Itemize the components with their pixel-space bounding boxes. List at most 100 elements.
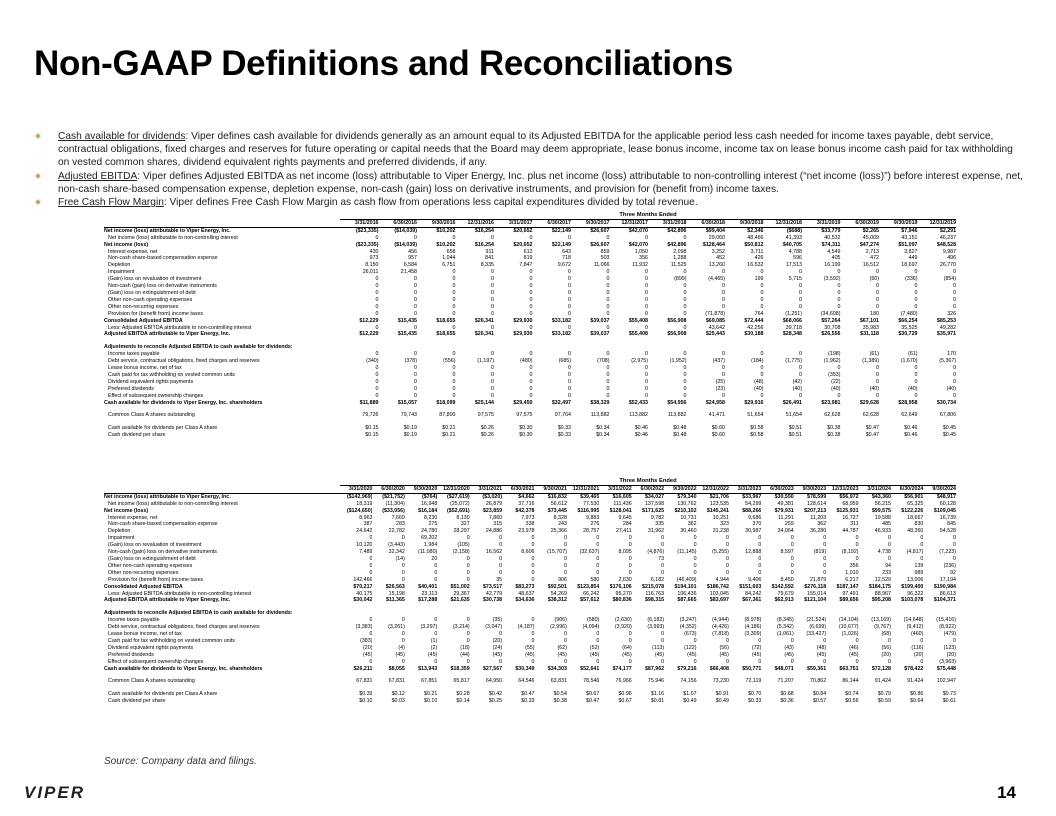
cell: (340) bbox=[366, 358, 379, 365]
cell: 0 bbox=[645, 283, 648, 290]
cell: (4,876) bbox=[647, 549, 665, 556]
cell: $0.51 bbox=[788, 425, 802, 432]
cell: 0 bbox=[369, 631, 373, 638]
cell: (40) bbox=[754, 385, 764, 392]
table-row: Income taxes payable 0 0 0 0 0 0 0 0 0 0 0 0 (198) (61… bbox=[104, 351, 956, 358]
cell: $8,055 bbox=[388, 665, 405, 672]
cell: 3,252 bbox=[711, 248, 725, 255]
cell: 973 bbox=[369, 255, 379, 262]
cell: 0 bbox=[491, 310, 494, 317]
cell: 0 bbox=[953, 378, 957, 385]
table-row: Interest expense, net 430 456 658 911 612 643 8… bbox=[104, 249, 956, 256]
cell: 0 bbox=[914, 289, 918, 296]
cell: 0 bbox=[452, 234, 456, 241]
cell: 0 bbox=[683, 392, 687, 399]
cell: 327 bbox=[460, 521, 470, 528]
cell: 0 bbox=[563, 535, 567, 542]
cell: $11,889 bbox=[359, 399, 379, 406]
cell: $15,435 bbox=[397, 317, 417, 324]
column-header: 6/30/2024 bbox=[890, 485, 924, 494]
cell: 0 bbox=[823, 535, 827, 542]
cell: $0.49 bbox=[715, 698, 729, 705]
cell: $83,273 bbox=[515, 583, 535, 590]
cell: 0 bbox=[375, 365, 379, 372]
cell: 0 bbox=[606, 289, 610, 296]
cell: 0 bbox=[606, 234, 610, 241]
cell: 0 bbox=[953, 392, 957, 399]
cell: 0 bbox=[606, 385, 610, 392]
table-row: Less: Adjusted EBITDA attributable to no… bbox=[104, 591, 956, 598]
cell: (5,367) bbox=[939, 358, 957, 365]
cell: $109,045 bbox=[933, 507, 956, 514]
cell: 0 bbox=[529, 303, 533, 310]
cell: 137,598 bbox=[644, 500, 665, 507]
table-row: Adjusted EBITDA attributable to Viper En… bbox=[104, 597, 956, 604]
row-label: Other non-cash operating expenses bbox=[108, 562, 193, 569]
cell: (854) bbox=[943, 276, 957, 283]
cell: 0 bbox=[876, 365, 879, 372]
cell: $116,995 bbox=[577, 507, 600, 514]
cell: 0 bbox=[466, 631, 470, 638]
row-label: Other non-cash operating expenses bbox=[108, 296, 193, 303]
cell: (18) bbox=[460, 644, 470, 651]
cell: 180 bbox=[870, 310, 879, 317]
cell: 0 bbox=[606, 324, 610, 331]
row-label: Adjusted EBITDA attributable to Viper En… bbox=[104, 597, 231, 604]
cell: ($33,056) bbox=[382, 507, 405, 514]
cell: 0 bbox=[568, 276, 571, 283]
cell: 29,367 bbox=[453, 590, 470, 597]
cell: 370 bbox=[752, 521, 762, 528]
spacer bbox=[104, 478, 340, 485]
cell: $128,041 bbox=[609, 507, 632, 514]
cell: $42,070 bbox=[628, 241, 648, 248]
cell: 48,466 bbox=[747, 234, 764, 241]
row-label: Net income (loss) attributable to Viper … bbox=[104, 227, 231, 234]
row-label: Interest expense, net bbox=[108, 514, 158, 521]
cell: 0 bbox=[645, 324, 648, 331]
cell: 16,739 bbox=[939, 514, 956, 521]
cell: 0 bbox=[606, 392, 610, 399]
cell: 4,788 bbox=[788, 248, 802, 255]
cell: 3,827 bbox=[904, 248, 918, 255]
table-row: Lease bonus income, net of tax 0 0 0 0 0 0 0 0 0 0… bbox=[104, 365, 956, 372]
cell: 0 bbox=[645, 392, 648, 399]
cell: $23,859 bbox=[482, 507, 503, 514]
cell: $0.03 bbox=[391, 698, 405, 705]
row-label: Dividend equivalent rights payments bbox=[108, 644, 194, 651]
cell: 56,215 bbox=[874, 500, 891, 507]
row-label: Cash dividend per share bbox=[108, 698, 166, 705]
cell: (5,342) bbox=[776, 624, 794, 631]
cell: 819 bbox=[523, 255, 533, 262]
cell: 0 bbox=[683, 385, 687, 392]
cell: 311 bbox=[850, 521, 859, 528]
cell: 54,528 bbox=[939, 528, 956, 535]
cell: $40,705 bbox=[782, 241, 802, 248]
cell: (2,975) bbox=[631, 358, 648, 365]
cell: 0 bbox=[414, 378, 417, 385]
cell: 0 bbox=[452, 269, 456, 276]
cell: 0 bbox=[760, 283, 764, 290]
cell: 0 bbox=[876, 392, 879, 399]
column-header: 3/31/2017 bbox=[494, 219, 533, 228]
cell: $88,266 bbox=[742, 507, 762, 514]
cell: 86,613 bbox=[939, 590, 956, 597]
cell: 0 bbox=[823, 555, 827, 562]
cell: 0 bbox=[568, 392, 571, 399]
cell: $0.36 bbox=[780, 698, 794, 705]
cell: (45) bbox=[622, 651, 632, 658]
row-label: Consolidated Adjusted EBITDA bbox=[104, 317, 183, 324]
cell: 0 bbox=[855, 542, 859, 549]
cell: $15,057 bbox=[397, 399, 417, 406]
row-label: (Gain) loss on revaluation of investment bbox=[108, 276, 202, 283]
cell: $0.14 bbox=[456, 698, 470, 705]
cell: (1,389) bbox=[862, 358, 879, 365]
cell: 0 bbox=[568, 365, 571, 372]
row-label: Debt service, contractual obligations, f… bbox=[108, 624, 260, 631]
table-row: Other non-recurring expenses 0 0 0 0 0 0 0 0 0 0 0 0… bbox=[104, 570, 956, 577]
table-row: Adjustments to reconcile Adjusted EBITDA… bbox=[104, 610, 956, 617]
cell: $73,517 bbox=[482, 583, 503, 590]
cell: $33,779 bbox=[821, 227, 841, 234]
cell: (20) bbox=[946, 651, 956, 658]
cell: 6,584 bbox=[403, 262, 417, 269]
table-row: (Gain) loss on revaluation of investment… bbox=[104, 276, 956, 283]
